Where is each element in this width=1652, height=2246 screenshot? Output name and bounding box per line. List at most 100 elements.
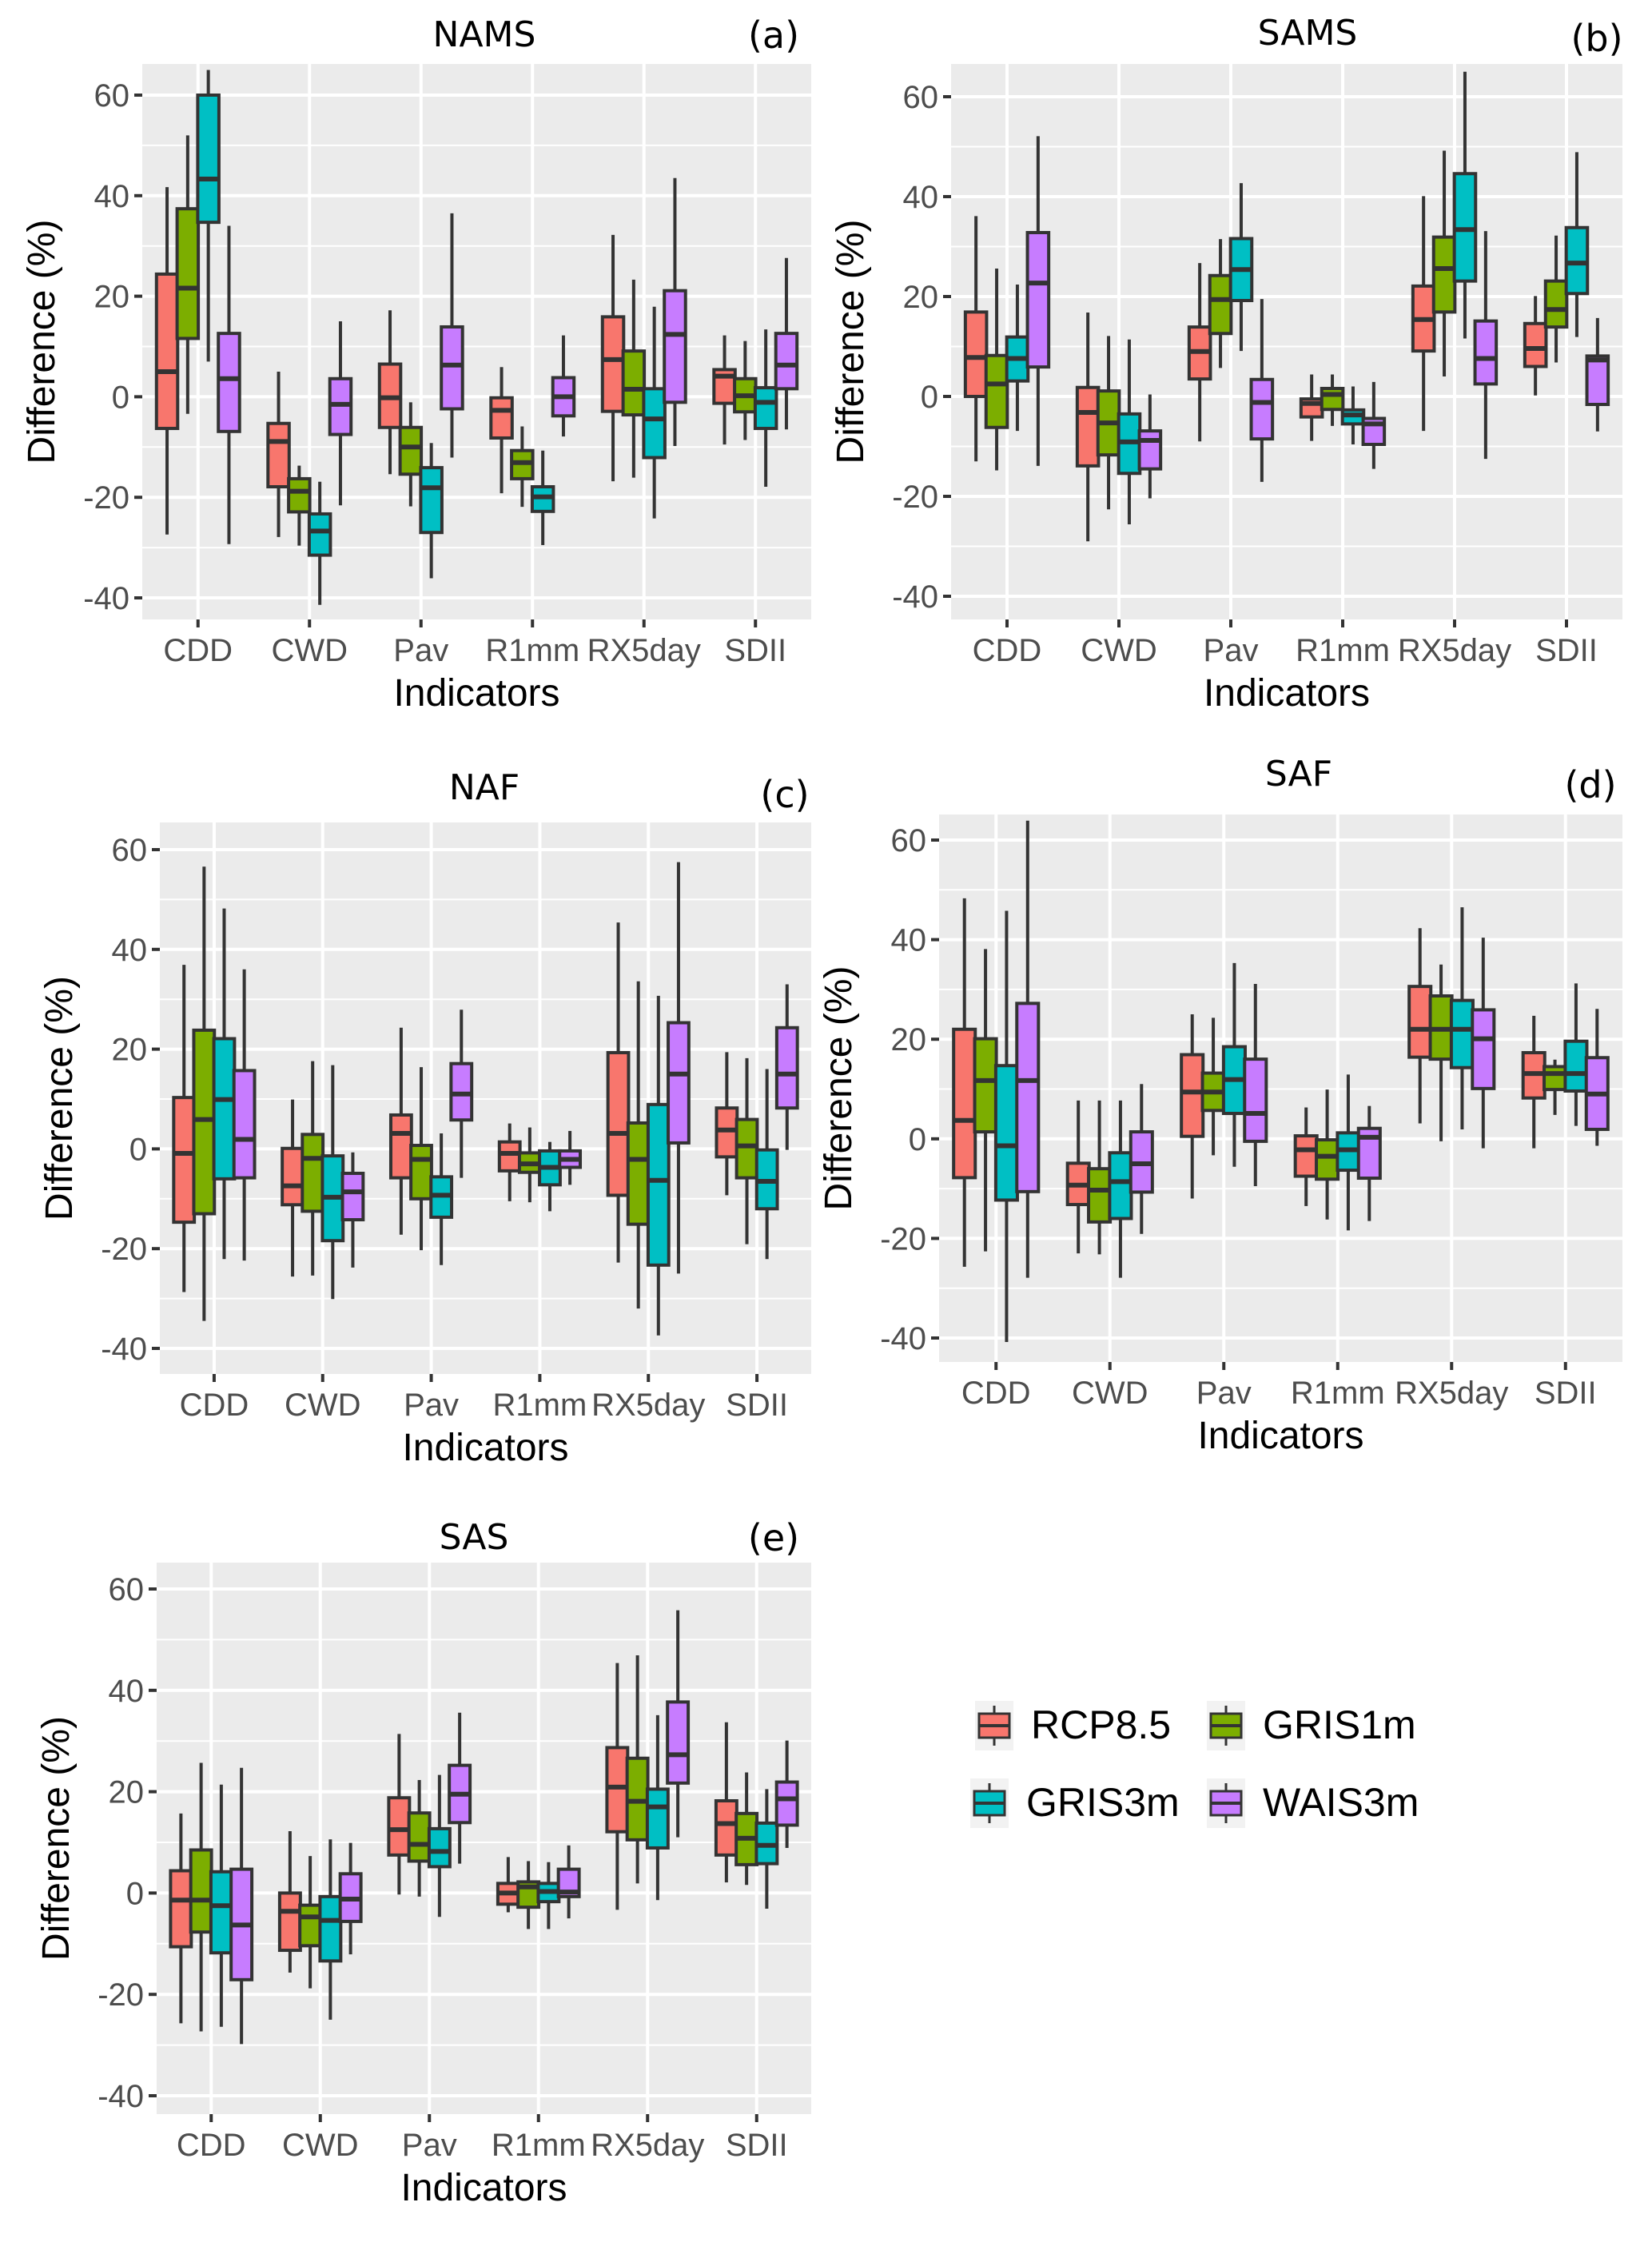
x-axis-title: Indicators — [402, 1427, 568, 1469]
x-tick-label: CDD — [961, 1376, 1031, 1411]
box-gris1m-rx5day — [621, 279, 647, 478]
panel-tag: (d) — [1564, 763, 1616, 806]
box-gris3m-r1mm — [530, 450, 555, 545]
box-iqr — [621, 349, 647, 417]
box-gris3m-rx5day — [642, 306, 667, 519]
x-tick-label: RX5day — [591, 1388, 705, 1423]
y-tick-label: -20 — [98, 1977, 144, 2013]
box-iqr — [407, 1811, 432, 1863]
x-tick-label: CDD — [973, 633, 1042, 668]
box-iqr — [606, 1050, 631, 1197]
x-tick-label: R1mm — [493, 1388, 587, 1423]
box-iqr — [175, 207, 201, 340]
box-wais3m-cwd — [338, 1842, 363, 1955]
box-wais3m-pav — [1249, 299, 1275, 482]
box-gris3m-cwd — [307, 481, 332, 605]
panel-sams: -40 -20 0 20 40 60 CDD CWD Pav R1mm RX5day SDII Indi… — [830, 13, 1623, 715]
y-axis-title: Difference (%) — [818, 966, 860, 1211]
box-gris3m-r1mm — [1340, 386, 1366, 444]
box-iqr — [217, 332, 241, 433]
box-gris1m-sdii — [734, 1772, 759, 1886]
box-wais3m-rx5day — [1471, 938, 1496, 1149]
y-tick-label: -40 — [98, 2079, 144, 2114]
box-wais3m-r1mm — [551, 335, 576, 437]
x-tick-label: R1mm — [1291, 1376, 1385, 1411]
x-axis-title: Indicators — [400, 2167, 567, 2209]
box-gris1m-cdd — [175, 135, 201, 414]
box-rcp85-cdd — [172, 965, 197, 1292]
box-gris3m-sdii — [1564, 152, 1590, 337]
y-tick-label: 40 — [112, 933, 148, 968]
box-gris1m-cwd — [298, 1856, 323, 1989]
box-gris3m-sdii — [754, 1789, 779, 1909]
box-rcp85-rx5day — [606, 922, 631, 1263]
x-tick-label: CWD — [271, 633, 348, 668]
panel-naf: -40 -20 0 20 40 60 CDD CWD Pav R1mm RX5day SDII Indi… — [38, 767, 811, 1469]
box-gris3m-pav — [1228, 183, 1254, 352]
box-iqr — [318, 1894, 343, 1963]
x-tick-label: CWD — [1072, 1376, 1148, 1411]
x-tick-label: CDD — [180, 1388, 249, 1423]
box-gris1m-r1mm — [1320, 374, 1345, 426]
box-gris1m-pav — [1200, 1017, 1226, 1156]
panel-title: SAF — [1265, 754, 1332, 794]
box-iqr — [419, 466, 444, 535]
x-tick-label: CWD — [1081, 633, 1157, 668]
x-tick-label: CWD — [285, 1388, 361, 1423]
x-tick-label: RX5day — [587, 633, 701, 668]
x-tick-label: RX5day — [1398, 633, 1511, 668]
panel-tag: (c) — [760, 773, 809, 816]
y-tick-label: 60 — [112, 833, 148, 868]
box-rcp85-sdii — [715, 1052, 739, 1196]
box-gris3m-cwd — [1117, 339, 1142, 524]
box-iqr — [1449, 998, 1475, 1069]
box-iqr — [646, 1102, 671, 1267]
box-rcp85-rx5day — [600, 234, 626, 482]
panel-tag: (b) — [1570, 17, 1622, 60]
box-iqr — [663, 289, 687, 404]
y-tick-label: -20 — [83, 480, 129, 516]
box-iqr — [1320, 387, 1345, 412]
box-iqr — [1243, 1057, 1268, 1143]
box-gris3m-sdii — [753, 329, 778, 487]
box-iqr — [1563, 1039, 1589, 1093]
y-tick-label: 40 — [94, 179, 130, 214]
box-gris3m-cwd — [320, 1065, 345, 1300]
box-iqr — [963, 310, 989, 398]
box-wais3m-cwd — [1129, 1084, 1154, 1234]
x-tick-label: R1mm — [485, 633, 579, 668]
box-rcp85-sdii — [1523, 296, 1548, 396]
box-wais3m-sdii — [1585, 317, 1610, 432]
box-iqr — [409, 1144, 433, 1201]
box-iqr — [1180, 1053, 1205, 1138]
panel-saf: -40 -20 0 20 40 60 CDD CWD Pav R1mm RX5day SDII Indi… — [818, 754, 1622, 1457]
box-wais3m-cdd — [232, 969, 257, 1261]
box-rcp85-cwd — [277, 1831, 302, 1973]
x-tick-label: SDII — [1535, 1376, 1597, 1411]
y-tick-label: -40 — [101, 1332, 147, 1367]
box-iqr — [232, 1069, 257, 1180]
y-axis-title: Difference (%) — [35, 1716, 78, 1961]
panel-sas: -40 -20 0 20 40 60 CDD CWD Pav R1mm RX5day SDII Indi… — [35, 1516, 811, 2209]
x-tick-label: Pav — [404, 1388, 459, 1423]
y-tick-label: 60 — [891, 823, 927, 858]
box-gris1m-sdii — [734, 1057, 759, 1244]
box-gris3m-sdii — [754, 1069, 779, 1260]
y-axis-title: Difference (%) — [830, 220, 872, 464]
box-iqr — [387, 1796, 412, 1857]
box-gris3m-r1mm — [538, 1141, 562, 1212]
x-tick-label: Pav — [402, 2128, 457, 2163]
box-rcp85-pav — [377, 310, 403, 475]
box-gris1m-cdd — [984, 269, 1009, 471]
box-iqr — [1087, 1167, 1113, 1224]
box-wais3m-cdd — [1025, 136, 1051, 466]
x-tick-label: SDII — [724, 633, 786, 668]
y-tick-label: -40 — [892, 579, 938, 615]
box-iqr — [398, 425, 424, 476]
box-gris3m-rx5day — [645, 1714, 670, 1901]
box-iqr — [212, 1037, 237, 1181]
box-wais3m-rx5day — [666, 1610, 691, 1838]
box-rcp85-r1mm — [1293, 1107, 1319, 1206]
x-tick-label: Pav — [393, 633, 448, 668]
